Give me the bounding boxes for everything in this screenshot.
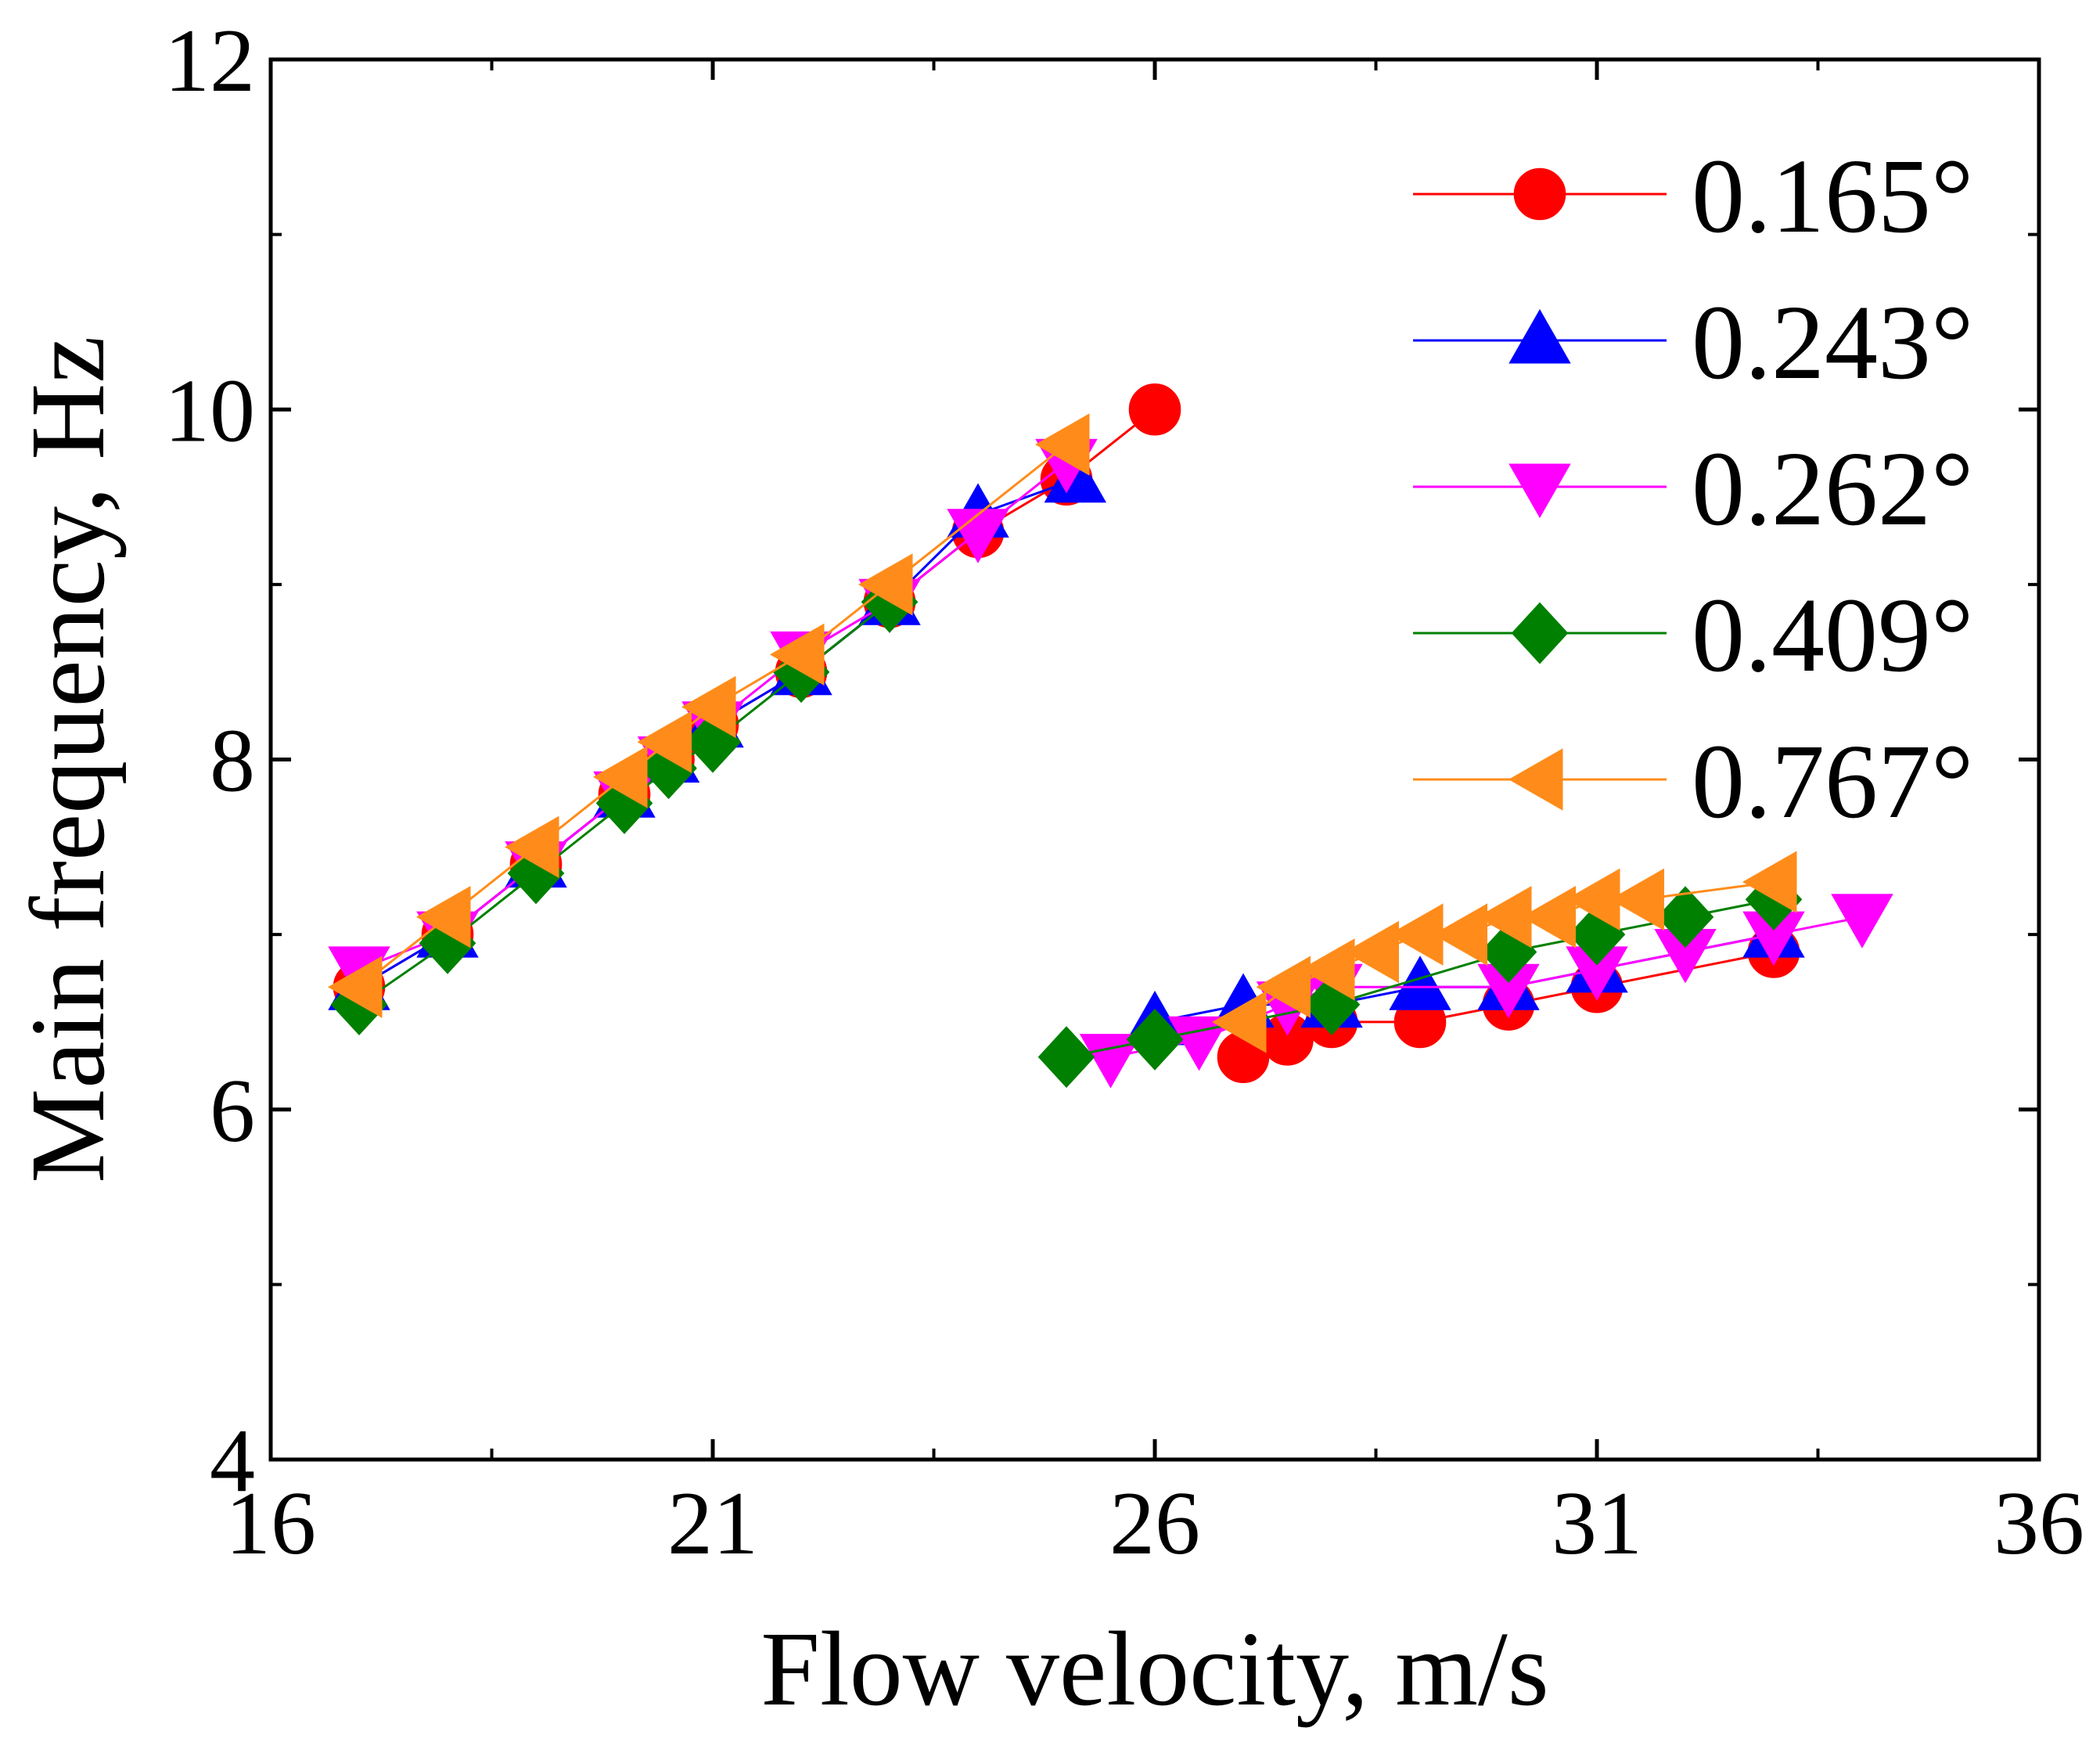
data-point-marker [1831, 894, 1893, 948]
data-point-marker [1211, 991, 1267, 1053]
data-point-marker [1656, 886, 1714, 948]
data-point-marker [681, 675, 736, 739]
legend-marker [1508, 748, 1563, 811]
legend-item: 0.243° [1413, 284, 1973, 401]
y-tick-labels: 4 6 8 10 12 [164, 11, 255, 1511]
legend-label: 0.409° [1692, 577, 1973, 694]
legend-marker [1511, 602, 1569, 664]
x-tick-labels: 16 21 26 31 36 [225, 1474, 2084, 1574]
legend-item: 0.409° [1413, 577, 1973, 694]
data-point-marker [858, 553, 913, 616]
legend-label: 0.243° [1692, 284, 1973, 401]
x-tick-label: 26 [1109, 1474, 1200, 1574]
data-point-marker [1300, 938, 1355, 1001]
x-tick-label: 36 [1994, 1474, 2084, 1574]
y-tick-label: 12 [164, 11, 255, 111]
x-tick-label: 16 [225, 1474, 316, 1574]
series-0-262 [328, 438, 1893, 1089]
data-point-marker [1433, 903, 1487, 966]
data-point-marker [1344, 920, 1399, 984]
y-tick-label: 10 [164, 361, 255, 461]
data-point-marker [1034, 413, 1090, 476]
legend-item: 0.165° [1413, 138, 1973, 255]
plot-series [327, 383, 1893, 1089]
legend-label: 0.165° [1692, 138, 1973, 255]
legend-item: 0.767° [1413, 723, 1973, 841]
data-point-marker [1079, 1034, 1142, 1089]
data-point-marker [947, 509, 1009, 563]
data-point-marker [637, 711, 692, 773]
legend-item: 0.262° [1413, 430, 1973, 548]
data-point-marker [415, 886, 471, 948]
data-point-marker [327, 956, 383, 1018]
y-tick-label: 4 [210, 1411, 255, 1511]
legend-marker [1508, 463, 1571, 519]
y-tick-label: 6 [210, 1061, 255, 1161]
legend-marker [1508, 308, 1571, 364]
data-point-marker [1609, 868, 1664, 931]
data-point-marker [1037, 1026, 1095, 1089]
x-tick-label: 21 [667, 1474, 758, 1574]
data-point-marker [1167, 1016, 1231, 1071]
plot-frame [268, 57, 2041, 1462]
legend-label: 0.767° [1692, 723, 1973, 841]
data-point-marker [1521, 886, 1576, 948]
data-point-marker [1126, 1008, 1184, 1071]
data-point-marker [769, 623, 825, 686]
x-tick-label: 31 [1552, 1474, 1642, 1574]
data-point-marker [1256, 956, 1311, 1018]
legend-marker [1513, 167, 1566, 221]
data-point-marker [1128, 383, 1181, 436]
data-point-marker [504, 815, 559, 879]
data-point-marker [1742, 851, 1797, 913]
x-axis-title: Flow velocity, m/s [761, 1611, 1548, 1728]
y-axis-title: Main frequency, Hz [9, 336, 127, 1183]
legend: 0.165° 0.243° 0.262° 0.409° 0.767° [1413, 138, 1973, 841]
legend-label: 0.262° [1692, 430, 1973, 548]
series-0-767 [327, 413, 1797, 1053]
y-tick-label: 8 [210, 711, 255, 812]
data-point-marker [592, 746, 648, 808]
